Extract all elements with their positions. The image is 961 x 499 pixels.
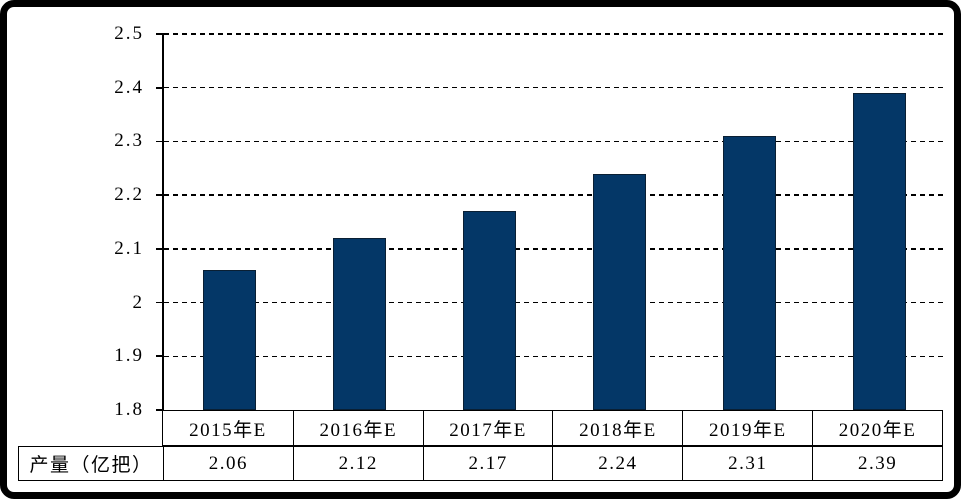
category-row: 2015年E 2016年E 2017年E 2018年E 2019年E 2020年E	[162, 410, 943, 446]
bar-2018年E	[593, 173, 647, 410]
value-row: 产量（亿把） 2.06 2.12 2.17 2.24 2.31 2.39	[18, 446, 943, 481]
y-axis-tick	[156, 86, 164, 89]
category-cell: 2017年E	[422, 411, 553, 445]
row-header-cell: 产量（亿把）	[29, 455, 153, 476]
value-cell: 2.24	[552, 447, 682, 480]
bar-2017年E	[462, 211, 516, 410]
y-axis-tick	[156, 301, 164, 304]
y-tick-label: 2	[132, 291, 144, 313]
value-cell: 2.39	[812, 447, 942, 480]
value-cell: 2.17	[422, 447, 553, 480]
y-tick-label: 1.8	[114, 399, 144, 420]
gridline	[164, 87, 945, 89]
value-cell: 2.31	[682, 447, 812, 480]
y-axis-tick	[156, 33, 164, 35]
category-cell: 2018年E	[552, 411, 682, 445]
y-tick-label: 2.2	[114, 184, 144, 206]
gridline	[164, 194, 945, 196]
gridline	[164, 140, 945, 143]
y-tick-label: 2.1	[114, 237, 144, 259]
bar-2016年E	[332, 238, 386, 410]
bar-2019年E	[723, 136, 777, 410]
category-cell: 2019年E	[682, 411, 812, 445]
bar-2015年E	[202, 270, 256, 410]
gridline	[164, 355, 945, 357]
y-tick-label: 2.3	[114, 130, 144, 152]
y-axis-tick	[156, 140, 164, 143]
y-axis-tick	[156, 248, 164, 250]
gridline	[164, 248, 945, 250]
value-cell: 2.06	[163, 447, 293, 480]
category-cell: 2016年E	[292, 411, 423, 445]
gridline	[164, 301, 945, 304]
value-cell: 2.12	[292, 447, 423, 480]
y-axis-tick	[156, 355, 164, 358]
bar-2020年E	[853, 93, 907, 410]
category-cell: 2020年E	[812, 411, 942, 445]
y-axis-tick	[156, 194, 164, 196]
y-axis-tick	[156, 409, 164, 411]
y-tick-label: 1.9	[114, 345, 144, 367]
category-cell: 2015年E	[189, 419, 267, 441]
gridline	[164, 33, 945, 35]
plot-area	[156, 33, 945, 411]
y-axis-labels: 2.5 2.4 2.3 2.2 2.1 2 1.9 1.8	[0, 0, 146, 499]
y-tick-label: 2.4	[114, 76, 144, 98]
y-tick-label: 2.5	[114, 23, 144, 44]
